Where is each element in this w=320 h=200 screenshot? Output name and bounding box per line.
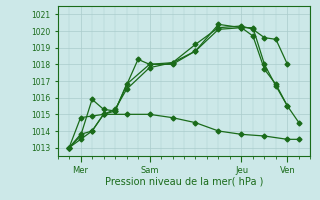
X-axis label: Pression niveau de la mer( hPa ): Pression niveau de la mer( hPa ) [105, 177, 263, 187]
